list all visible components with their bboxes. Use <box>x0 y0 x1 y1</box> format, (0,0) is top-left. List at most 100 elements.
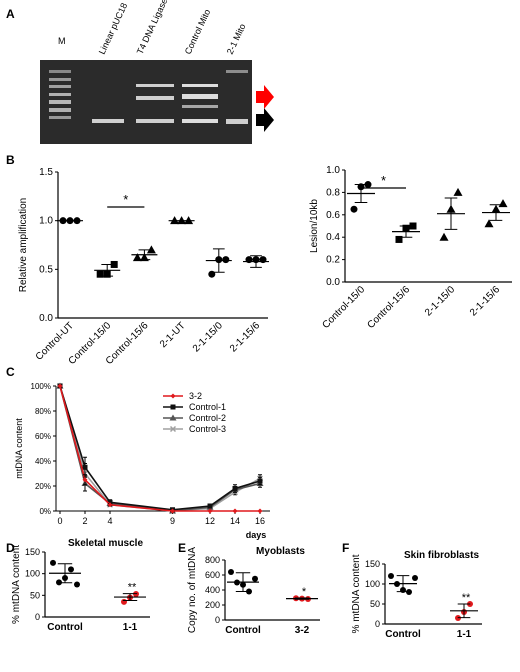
y-tick-label: 1.5 <box>39 167 53 178</box>
gel-bands-2-1 <box>226 70 248 124</box>
y-tick-label: 0.4 <box>326 232 340 243</box>
x-tick-label: 2-1-15/0 <box>423 284 457 318</box>
y-tick-label: 1.0 <box>39 216 53 227</box>
data-point <box>409 222 417 230</box>
y-tick-label: 1.0 <box>326 165 340 176</box>
error-bar <box>235 572 251 592</box>
y-tick-label: 150 <box>25 547 40 557</box>
data-point <box>498 199 508 208</box>
y-tick-label: 0 <box>215 615 220 625</box>
data-point <box>74 581 80 588</box>
panel-a-letter: A <box>6 7 15 21</box>
y-tick-label: 0.0 <box>326 277 340 288</box>
data-point <box>350 205 358 213</box>
gel-marker-bands <box>49 70 71 119</box>
data-point <box>222 256 230 264</box>
x-tick-label: 9 <box>170 516 175 526</box>
y-tick-label: 0.5 <box>39 264 53 275</box>
data-point <box>252 575 258 582</box>
data-point <box>395 235 403 243</box>
data-point <box>68 566 74 573</box>
data-point <box>257 508 263 514</box>
y-tick-label: 200 <box>205 600 220 610</box>
data-point <box>232 508 238 514</box>
gel-image <box>40 60 252 144</box>
data-point <box>207 508 213 514</box>
legend-marker <box>169 425 177 433</box>
data-point <box>82 464 88 470</box>
x-tick-label: 1-1 <box>123 622 138 633</box>
x-tick-label: Control <box>47 622 83 633</box>
significance-label: * <box>381 173 386 188</box>
legend-marker <box>170 393 176 399</box>
data-point <box>107 502 113 508</box>
x-tick-label: Control-15/6 <box>365 284 412 331</box>
panel-c-letter: C <box>6 365 15 379</box>
data-point <box>208 270 216 278</box>
y-tick-label: 100 <box>365 579 380 589</box>
data-point <box>50 559 56 566</box>
gel-bands-control <box>182 84 218 123</box>
y-tick-label: 0.6 <box>326 210 340 221</box>
y-tick-label: 100% <box>31 382 51 391</box>
x-tick-label: 2-1-15/6 <box>468 284 502 318</box>
error-bar <box>250 255 262 268</box>
gel-lane-label-2: T4 DNA Ligase <box>135 0 170 56</box>
y-axis-label: Lesion/10kb <box>309 199 320 253</box>
y-tick-label: 80% <box>35 407 51 416</box>
y-tick-label: 0 <box>35 612 40 622</box>
y-axis-label: % mtDNA content <box>351 554 362 633</box>
gel-lane-label-4: 2-1 Mito <box>225 22 248 56</box>
data-point <box>146 245 156 254</box>
x-tick-label: 2-1-UT <box>158 320 188 350</box>
error-bar <box>399 225 413 238</box>
significance-label: * <box>123 192 128 207</box>
chart-c: 0% 20% 40% 60% 80% 100% 0 2 4 9 12 14 16 days mtDNA co… <box>14 382 270 540</box>
error-bar <box>489 204 503 221</box>
chart-d: 0 50 100 150% mtDNA content Skeletal muscle C… <box>11 538 150 633</box>
error-bar <box>444 197 458 230</box>
y-tick-label: 60% <box>35 432 51 441</box>
x-tick-label: 4 <box>107 516 112 526</box>
y-tick-label: 0.8 <box>326 187 340 198</box>
data-point <box>228 569 234 575</box>
gel-lane-label-1: Linear pUC18 <box>97 1 130 56</box>
data-point <box>82 477 88 483</box>
legend-label: Control-3 <box>189 424 226 434</box>
series <box>56 382 264 515</box>
x-tick-label: Control <box>225 625 261 636</box>
y-tick-label: 0% <box>39 507 51 516</box>
black-arrow <box>256 108 274 132</box>
panel-b-letter: B <box>6 153 15 167</box>
chart-title: Myoblasts <box>256 546 305 557</box>
y-tick-label: 0.2 <box>326 255 340 266</box>
x-axis-label: days <box>246 530 267 540</box>
y-axis-label: Relative amplification <box>18 198 29 293</box>
red-arrow <box>256 85 274 109</box>
y-tick-label: 150 <box>365 559 380 569</box>
panel-a: A M Linear pUC18 T4 DNA Ligase Control M… <box>6 0 274 144</box>
gel-lane-label-3: Control Mito <box>183 8 213 56</box>
chart-title: Skeletal muscle <box>68 538 143 549</box>
significance-label: * <box>302 586 307 598</box>
gel-band-linear <box>92 119 124 123</box>
legend-label: Control-2 <box>189 413 226 423</box>
x-tick-label: 12 <box>205 516 215 526</box>
y-axis-label: Copy no. of mtDNA <box>187 547 198 633</box>
legend-label: 3-2 <box>189 391 202 401</box>
x-tick-label: 16 <box>255 516 265 526</box>
x-tick-label: 0 <box>57 516 62 526</box>
gel-bands-ligase <box>136 84 174 123</box>
x-tick-label: Control-15/0 <box>320 284 367 331</box>
legend-marker <box>169 414 177 421</box>
data-point <box>364 181 372 189</box>
y-tick-label: 40% <box>35 457 51 466</box>
data-point <box>453 187 463 196</box>
chart-e: 0 200 400 600 800 Copy no. of mtDNA Myoblasts C… <box>187 546 320 636</box>
panel-d-letter: D <box>6 541 15 555</box>
data-point <box>439 232 449 241</box>
error-bar <box>294 597 310 600</box>
panel-e-letter: E <box>178 541 186 555</box>
chart-title: Skin fibroblasts <box>404 550 479 561</box>
